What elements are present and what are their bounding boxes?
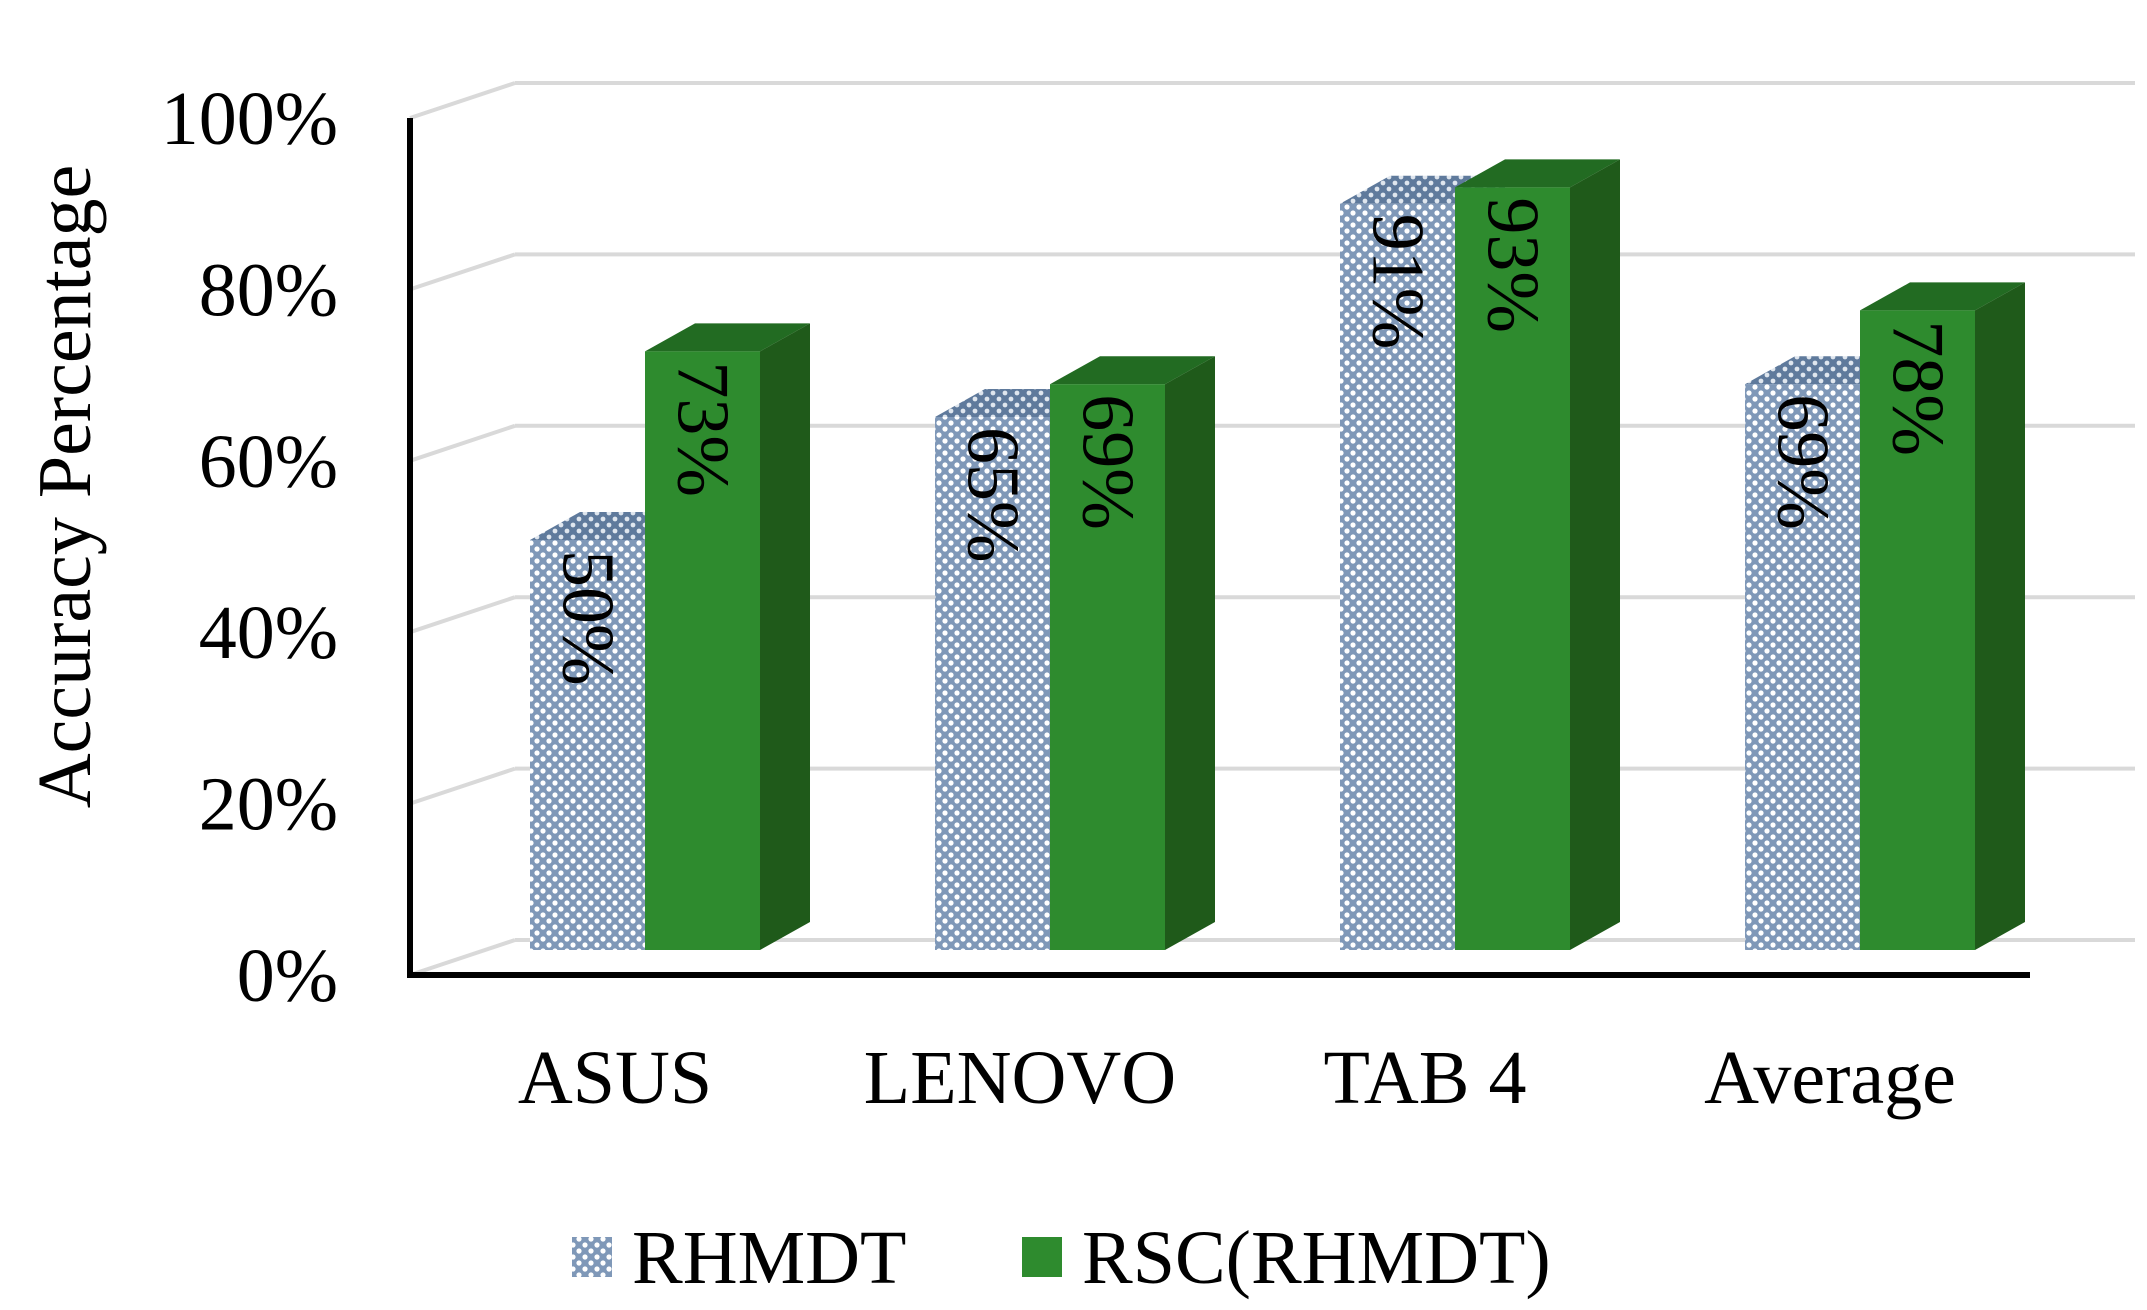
y-tick-label: 80% [199,248,338,332]
bar-rsc-rhmdt: 73% [645,323,810,950]
bar-front-face [530,540,645,950]
data-label: 65% [952,427,1034,563]
gridline-diag [409,423,516,463]
x-tick-labels: ASUS LENOVO TAB 4 Average [518,1036,1956,1120]
legend-label: RHMDT [632,1216,906,1300]
bars: 50% 73% 65% 69% 91% 93% 69% 78% [530,159,2025,951]
data-label: 93% [1472,197,1554,333]
legend: RHMDT RSC(RHMDT) [572,1216,1551,1300]
bar-rsc-rhmdt: 93% [1455,159,1620,950]
data-label: 73% [662,361,744,497]
legend-item: RHMDT [572,1216,906,1300]
y-tick-labels: 0% 20% 40% 60% 80% 100% [161,77,338,1018]
legend-swatch [1022,1237,1062,1277]
axes [407,118,2030,978]
bar-side-face [1975,282,2025,950]
bar-top-face [1860,282,2025,311]
x-tick-label: TAB 4 [1324,1036,1527,1120]
y-tick-label: 40% [199,591,338,675]
bar-front-face [1455,187,1570,950]
bar-front-face [1340,203,1455,951]
bar-side-face [1165,356,1215,950]
data-label: 69% [1762,394,1844,530]
y-tick-label: 100% [161,77,338,161]
bar-top-face [645,323,810,352]
data-label: 69% [1067,394,1149,530]
bar-rsc-rhmdt: 69% [1050,356,1215,950]
bar-side-face [1570,159,1620,950]
gridline-diag [409,938,516,977]
data-label: 91% [1357,214,1439,350]
bar-rsc-rhmdt: 78% [1860,282,2025,950]
bar-top-face [1050,356,1215,385]
legend-swatch [572,1237,612,1277]
gridline-diag [409,252,516,292]
y-tick-label: 0% [237,934,338,1018]
y-tick-label: 20% [199,763,338,847]
data-label: 50% [547,550,629,686]
legend-label: RSC(RHMDT) [1082,1216,1551,1300]
bar-front-face [1050,384,1165,950]
legend-item: RSC(RHMDT) [1022,1216,1551,1300]
x-tick-label: LENOVO [864,1036,1176,1120]
x-tick-label: Average [1704,1036,1956,1120]
gridline-diag [409,595,516,635]
bar-top-face [1455,159,1620,188]
bar-front-face [1745,384,1860,950]
bar-front-face [645,351,760,950]
y-tick-label: 60% [199,420,338,504]
bar-side-face [760,323,810,950]
data-label: 78% [1877,320,1959,456]
gridline-diag [409,766,516,806]
gridline-diag [409,81,516,120]
x-tick-label: ASUS [518,1036,712,1120]
bar-front-face [1860,310,1975,950]
bar-front-face [935,417,1050,950]
y-axis-title: Accuracy Percentage [23,165,107,808]
